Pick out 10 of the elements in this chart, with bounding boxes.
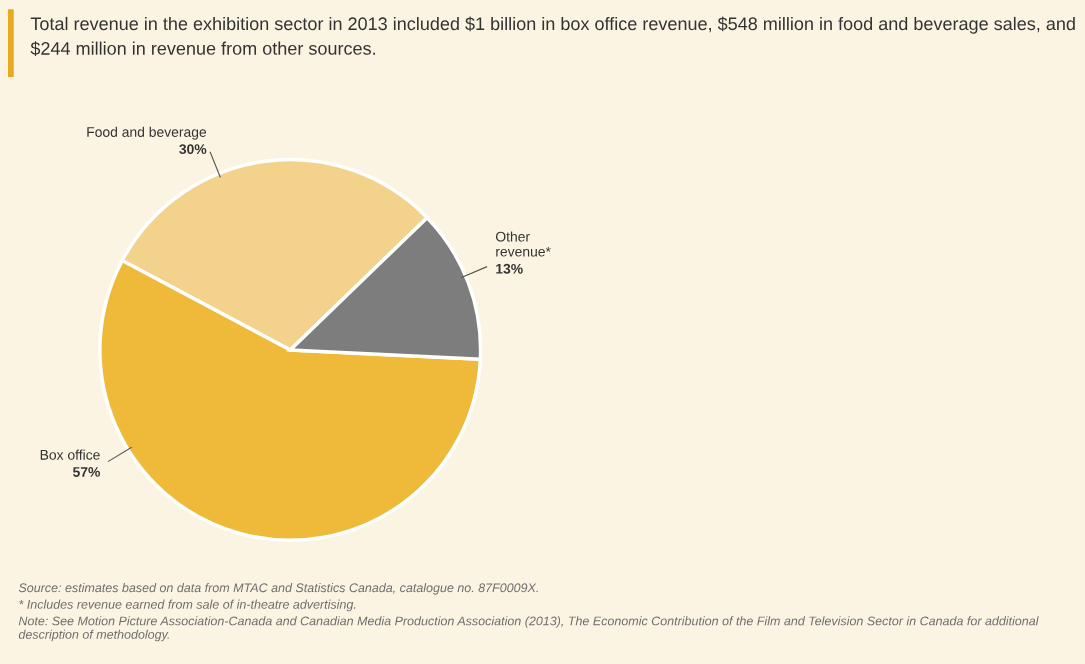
text: * Includes revenue earned from sale of in-theatre advertising. (19, 599, 356, 612)
data-label: 57% (73, 467, 100, 477)
data-label: 13% (496, 263, 523, 274)
slice-label: Food and beverage (87, 126, 207, 140)
data-label: 30% (179, 144, 207, 155)
slice-label: Other revenue* (495, 231, 551, 257)
chart-title: Total revenue in the exhibition sector in 2013 included $1 billion in box office revenue, $548 million in food and beverage sales, and $244 million in revenue from other sources. (30, 16, 1075, 56)
slice-label: Box office (40, 449, 100, 460)
source-note: Source: estimates based on data from MTAC and Statistics Canada, catalogue no. 87F0009X. (18, 582, 538, 595)
text: Note: See Motion Picture Association-Canada and Canadian Media Production Association (2013), The Economic Contribution of the Film and Television Sector in Canada for additional description of methodology. (18, 616, 1039, 642)
